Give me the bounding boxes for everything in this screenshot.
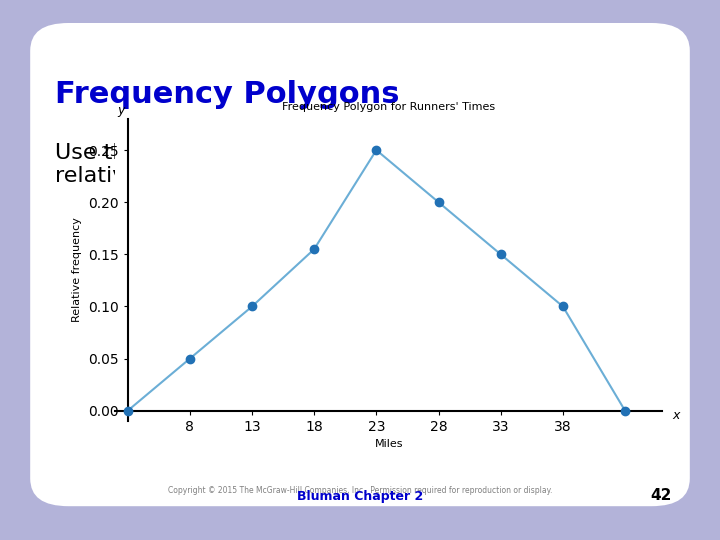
Point: [557, 302, 569, 311]
Text: Copyright © 2015 The McGraw-Hill Companies, Inc.  Permission required for reprod: Copyright © 2015 The McGraw-Hill Compani…: [168, 486, 552, 495]
Y-axis label: Relative frequency: Relative frequency: [72, 218, 82, 322]
Text: Bluman Chapter 2: Bluman Chapter 2: [297, 490, 423, 503]
X-axis label: Miles: Miles: [374, 440, 403, 449]
FancyBboxPatch shape: [29, 22, 691, 508]
Point: [619, 407, 631, 415]
Point: [371, 146, 382, 154]
Point: [433, 198, 444, 206]
Point: [246, 302, 258, 311]
Point: [184, 354, 196, 363]
Text: x: x: [672, 409, 680, 422]
Text: Use the class midpoints and the
relative frequencies of the classes.: Use the class midpoints and the relative…: [55, 143, 444, 186]
Point: [122, 407, 133, 415]
Text: y: y: [118, 104, 125, 117]
Point: [495, 250, 506, 259]
Point: [308, 245, 320, 253]
Text: 42: 42: [650, 488, 671, 503]
Text: Frequency Polygons: Frequency Polygons: [55, 80, 400, 109]
Title: Frequency Polygon for Runners' Times: Frequency Polygon for Runners' Times: [282, 103, 495, 112]
